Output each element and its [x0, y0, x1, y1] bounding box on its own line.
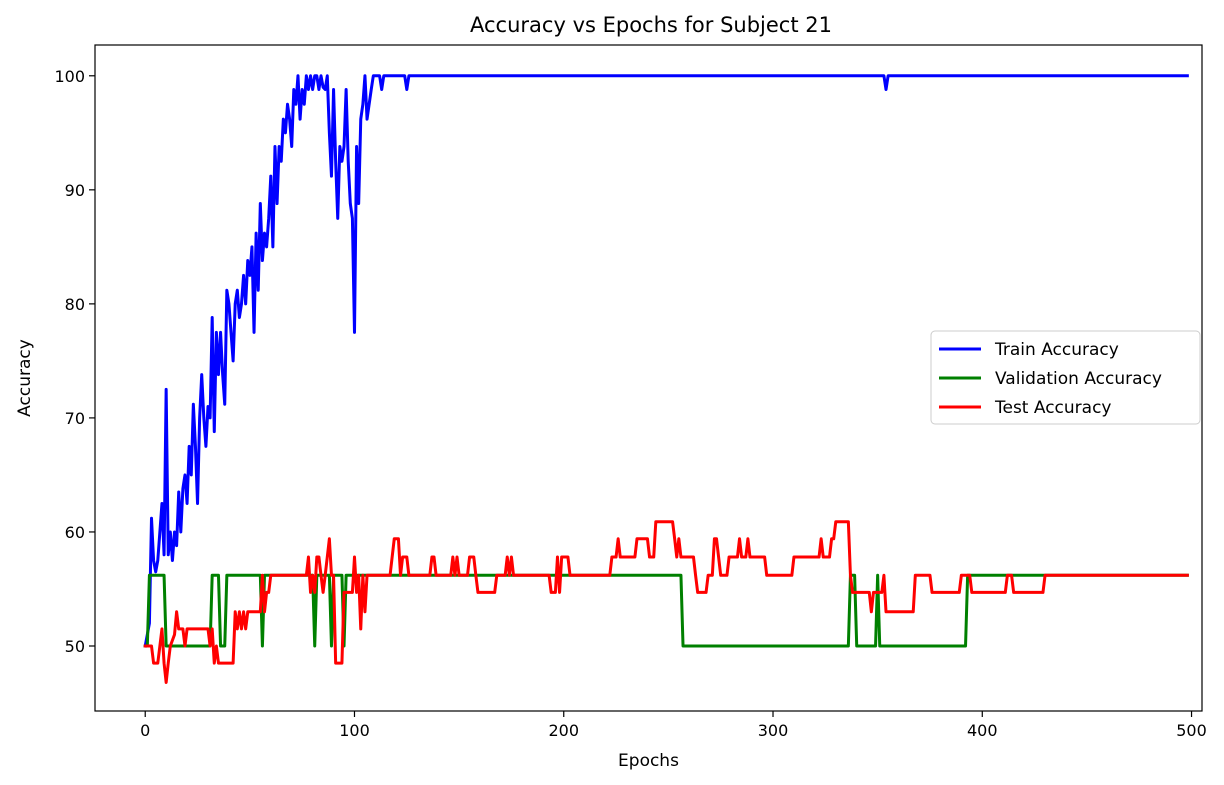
- train-accuracy-legend-label: Train Accuracy: [994, 340, 1119, 360]
- plot-area: [143, 74, 1189, 684]
- y-axis: 50 60 70 80 90 100: [54, 67, 95, 656]
- validation-accuracy-legend-label: Validation Accuracy: [995, 369, 1162, 389]
- y-tick-label: 80: [65, 295, 85, 314]
- train-accuracy-line: [143, 74, 1189, 648]
- test-accuracy-legend-label: Test Accuracy: [994, 398, 1112, 418]
- x-tick-label: 500: [1176, 721, 1207, 740]
- legend-box: [930, 330, 1201, 425]
- x-axis-label: Epochs: [618, 751, 679, 771]
- x-tick-label: 400: [967, 721, 998, 740]
- y-tick-label: 70: [65, 409, 85, 428]
- x-tick-label: 0: [140, 721, 150, 740]
- x-tick-label: 100: [339, 721, 370, 740]
- chart-title: Accuracy vs Epochs for Subject 21: [470, 13, 832, 37]
- y-tick-label: 100: [54, 67, 85, 86]
- validation-accuracy-line: [143, 573, 1189, 648]
- y-tick-label: 90: [65, 181, 85, 200]
- y-tick-label: 60: [65, 523, 85, 542]
- legend: Train Accuracy Validation Accuracy Test Ac…: [930, 330, 1201, 425]
- y-axis-label: Accuracy: [15, 339, 35, 417]
- plot-frame: [94, 44, 1203, 712]
- x-tick-label: 200: [548, 721, 579, 740]
- y-tick-label: 50: [65, 637, 85, 656]
- test-accuracy-line: [143, 520, 1189, 684]
- x-tick-label: 300: [758, 721, 789, 740]
- x-axis: 0 100 200 300 400 500: [140, 711, 1207, 740]
